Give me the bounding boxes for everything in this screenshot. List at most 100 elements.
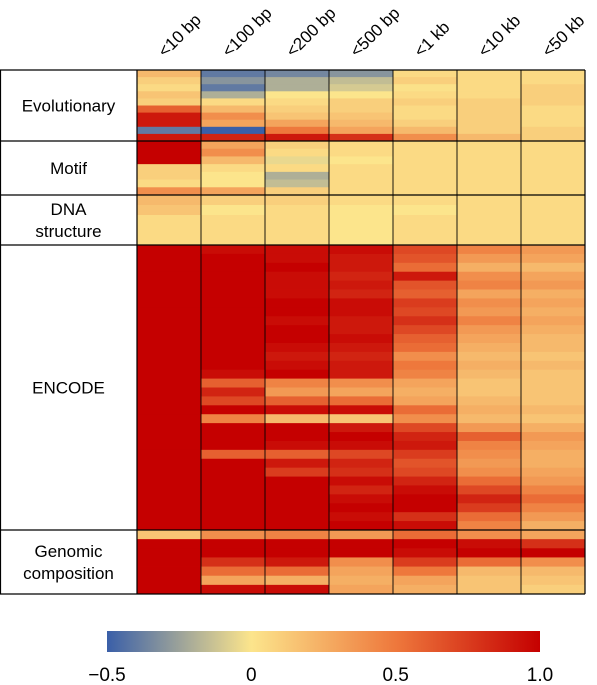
- heatmap-cell: [393, 575, 458, 586]
- heatmap-cell: [329, 584, 394, 595]
- heatmap-cell: [393, 325, 458, 335]
- heatmap-cell: [137, 503, 202, 513]
- heatmap-cell: [265, 530, 330, 540]
- heatmap-cell: [265, 584, 330, 595]
- heatmap-cell: [137, 467, 202, 477]
- heatmap-cell: [329, 476, 394, 486]
- heatmap-cell: [521, 195, 586, 206]
- heatmap-cell: [201, 253, 266, 264]
- heatmap-cell: [393, 476, 458, 486]
- heatmap-cell: [201, 215, 266, 226]
- heatmap-cell: [201, 449, 266, 460]
- heatmap-cell: [457, 414, 522, 424]
- colorbar: [107, 631, 540, 652]
- heatmap-cell: [521, 289, 586, 299]
- heatmap-cell: [521, 557, 586, 567]
- heatmap-cell: [393, 548, 458, 558]
- heatmap-cell: [137, 91, 202, 99]
- heatmap-cell: [457, 84, 522, 92]
- heatmap-cell: [393, 316, 458, 326]
- heatmap-cell: [329, 225, 394, 236]
- heatmap-cell: [265, 316, 330, 326]
- heatmap-cell: [329, 156, 394, 165]
- heatmap-cell: [457, 396, 522, 406]
- heatmap-cell: [457, 98, 522, 106]
- heatmap-cell: [201, 458, 266, 469]
- heatmap-cell: [521, 105, 586, 113]
- heatmap-cell: [137, 298, 202, 308]
- heatmap-cell: [137, 440, 202, 451]
- heatmap-cell: [393, 449, 458, 460]
- heatmap-cell: [265, 253, 330, 264]
- heatmap-cell: [265, 467, 330, 477]
- heatmap-cell: [329, 289, 394, 299]
- heatmap-cell: [329, 458, 394, 469]
- heatmap-cell: [457, 369, 522, 379]
- heatmap-cell: [329, 360, 394, 371]
- heatmap-cell: [457, 235, 522, 246]
- heatmap-cell: [521, 91, 586, 99]
- heatmap-cell: [201, 432, 266, 442]
- heatmap-cell: [329, 148, 394, 157]
- heatmap-cell: [521, 405, 586, 415]
- heatmap-cell: [201, 405, 266, 415]
- heatmap-cell: [457, 334, 522, 344]
- heatmap-cell: [393, 215, 458, 226]
- heatmap-cell: [521, 396, 586, 406]
- heatmap-cell: [457, 225, 522, 236]
- heatmap-cell: [265, 70, 330, 78]
- heatmap-cell: [137, 360, 202, 371]
- heatmap-cell: [265, 245, 330, 255]
- heatmap-cell: [457, 262, 522, 273]
- heatmap-cell: [457, 215, 522, 226]
- heatmap-cell: [457, 440, 522, 451]
- heatmap-cell: [201, 325, 266, 335]
- heatmap-cell: [457, 539, 522, 549]
- heatmap-cell: [201, 316, 266, 326]
- heatmap-cell: [457, 458, 522, 469]
- heatmap-cell: [393, 141, 458, 150]
- heatmap-cell: [265, 141, 330, 150]
- heatmap-cell: [265, 405, 330, 415]
- heatmap-cell: [265, 423, 330, 433]
- heatmap-cell: [265, 476, 330, 486]
- heatmap-cell: [265, 351, 330, 362]
- heatmap-cell: [393, 467, 458, 477]
- heatmap-cell: [329, 195, 394, 206]
- heatmap-cell: [521, 187, 586, 196]
- heatmap-cell: [393, 584, 458, 595]
- heatmap-cell: [137, 307, 202, 317]
- heatmap-cell: [521, 205, 586, 216]
- heatmap-cell: [201, 245, 266, 255]
- heatmap-cell: [201, 557, 266, 567]
- heatmap-cell: [457, 316, 522, 326]
- heatmap-cell: [329, 205, 394, 216]
- heatmap-cell: [329, 396, 394, 406]
- heatmap-cell: [329, 105, 394, 113]
- heatmap-cell: [521, 539, 586, 549]
- heatmap-cell: [137, 119, 202, 128]
- heatmap-cell: [201, 539, 266, 549]
- heatmap-cell: [137, 171, 202, 180]
- heatmap-cell: [201, 512, 266, 522]
- heatmap-cell: [329, 98, 394, 106]
- heatmap-cell: [137, 156, 202, 165]
- heatmap-cell: [265, 414, 330, 424]
- heatmap-cell: [201, 164, 266, 173]
- heatmap-cell: [265, 205, 330, 216]
- heatmap-cell: [393, 566, 458, 577]
- heatmap-cell: [329, 548, 394, 558]
- heatmap-cell: [201, 84, 266, 92]
- row-group-labels: Evolutionary Motif DNA structure ENCODE Genom…: [22, 97, 116, 584]
- heatmap-cell: [393, 307, 458, 317]
- heatmap-cell: [201, 148, 266, 157]
- heatmap-cell: [137, 557, 202, 567]
- heatmap-cell: [457, 77, 522, 85]
- heatmap-cell: [393, 98, 458, 106]
- heatmap-cell: [137, 133, 202, 142]
- heatmap-cell: [137, 77, 202, 85]
- column-label: <50 kb: [538, 11, 588, 61]
- colorbar-tick-label: 0.5: [382, 665, 408, 685]
- row-group-label: Evolutionary: [22, 97, 116, 116]
- heatmap-cell: [521, 245, 586, 255]
